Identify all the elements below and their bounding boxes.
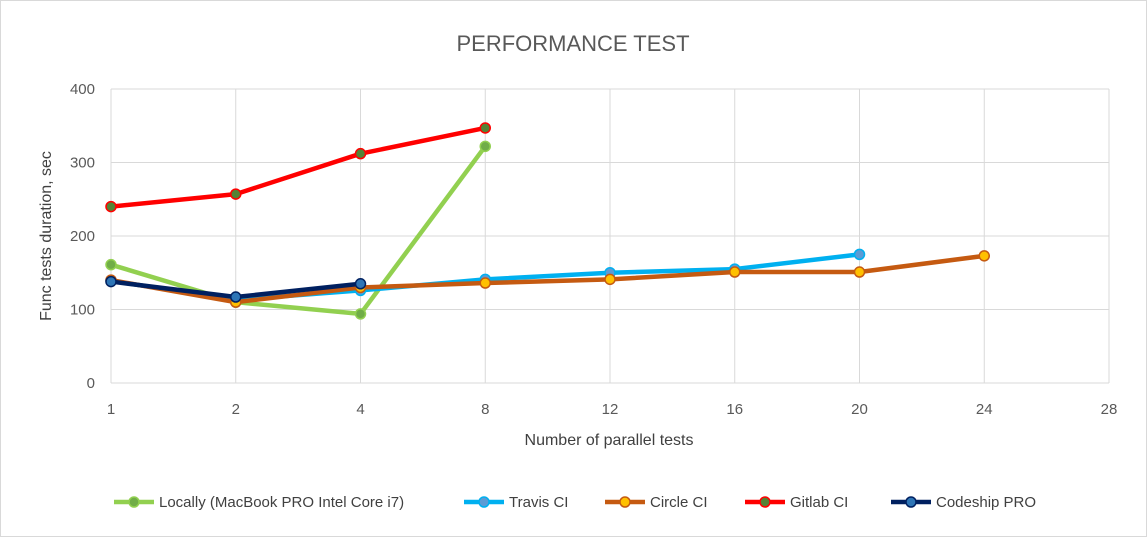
legend-label: Circle CI	[650, 494, 708, 511]
series-line	[108, 144, 488, 317]
legend-label: Travis CI	[509, 494, 568, 511]
data-point	[354, 278, 367, 290]
y-tick-label: 0	[87, 375, 95, 392]
x-tick-label: 24	[976, 401, 993, 418]
legend-marker	[759, 496, 771, 508]
x-tick-label: 8	[481, 401, 489, 418]
legend: Locally (MacBook PRO Intel Core i7) Travi…	[114, 494, 1036, 511]
x-tick-label: 2	[232, 401, 240, 418]
y-axis-label: Func tests duration, sec	[38, 151, 55, 321]
data-point	[853, 248, 866, 261]
y-axis-ticks: 0 100 200 300 400	[70, 81, 95, 392]
legend-marker	[478, 496, 490, 508]
data-point	[354, 147, 367, 160]
data-point	[354, 308, 367, 320]
data-point	[479, 277, 491, 289]
legend-item: Locally (MacBook PRO Intel Core i7)	[114, 494, 404, 511]
data-point	[479, 122, 491, 134]
y-tick-label: 400	[70, 81, 95, 98]
series-line	[108, 125, 488, 209]
legend-item: Travis CI	[464, 494, 568, 511]
legend-item: Codeship PRO	[891, 494, 1036, 511]
chart-title: PERFORMANCE TEST	[456, 31, 689, 56]
x-tick-label: 12	[602, 401, 619, 418]
y-tick-label: 100	[70, 302, 95, 319]
series-3	[105, 122, 491, 213]
series-lines	[105, 122, 990, 320]
data-point	[479, 140, 491, 153]
legend-marker	[619, 496, 631, 508]
data-point	[105, 275, 117, 288]
legend-label: Locally (MacBook PRO Intel Core i7)	[159, 494, 404, 511]
legend-item: Gitlab CI	[745, 494, 848, 511]
x-axis-ticks: 1 2 4 8 12 16 20 24 28	[107, 401, 1118, 418]
legend-marker	[905, 496, 917, 508]
x-tick-label: 28	[1101, 401, 1118, 418]
data-point	[105, 200, 117, 213]
legend-marker	[128, 496, 140, 508]
data-point	[604, 273, 616, 286]
y-tick-label: 300	[70, 155, 95, 172]
y-tick-label: 200	[70, 228, 95, 245]
gridlines	[110, 88, 1110, 384]
data-point	[978, 250, 990, 262]
data-point	[230, 188, 242, 200]
x-tick-label: 16	[726, 401, 743, 418]
x-axis-label: Number of parallel tests	[525, 432, 694, 449]
data-point	[230, 291, 242, 303]
x-tick-label: 4	[356, 401, 364, 418]
x-tick-label: 20	[851, 401, 868, 418]
data-point	[729, 266, 741, 278]
legend-item: Circle CI	[605, 494, 708, 511]
data-point	[105, 258, 117, 271]
data-point	[853, 266, 866, 278]
series-line	[108, 253, 987, 305]
legend-label: Codeship PRO	[936, 494, 1036, 511]
legend-label: Gitlab CI	[790, 494, 848, 511]
x-tick-label: 1	[107, 401, 115, 418]
series-4	[105, 275, 367, 303]
